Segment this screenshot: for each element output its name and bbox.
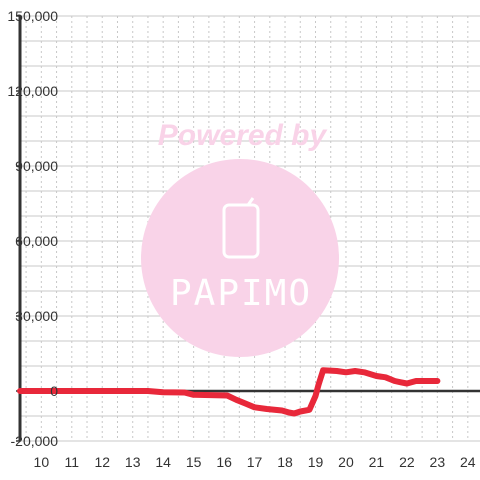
x-tick-label: 20 — [338, 454, 354, 470]
x-tick-label: 12 — [94, 454, 110, 470]
x-tick-label: 16 — [216, 454, 232, 470]
x-tick-label: 11 — [65, 454, 80, 470]
grid — [20, 15, 480, 442]
watermark-powered-text: Powered by — [158, 119, 328, 152]
x-tick-label: 23 — [430, 454, 446, 470]
x-tick-label: 13 — [125, 454, 141, 470]
y-tick-label: 90,000 — [15, 158, 58, 174]
series-layer — [17, 367, 441, 417]
y-tick-label: 30,000 — [15, 308, 58, 324]
watermark: Powered by PAPIMO — [141, 119, 339, 357]
y-tick-label: -20,000 — [11, 433, 59, 449]
x-tick-label: 17 — [247, 454, 263, 470]
x-tick-label: 15 — [186, 454, 202, 470]
y-tick-label: 60,000 — [15, 233, 58, 249]
x-tick-label: 22 — [399, 454, 415, 470]
y-tick-label: 0 — [50, 383, 58, 399]
x-tick-label: 21 — [369, 454, 385, 470]
x-tick-label: 10 — [34, 454, 50, 470]
watermark-phone-icon — [222, 203, 260, 259]
x-tick-label: 14 — [155, 454, 171, 470]
y-tick-label: 120,000 — [7, 83, 58, 99]
watermark-logo-text: PAPIMO — [170, 273, 312, 314]
series-line — [17, 367, 441, 417]
y-tick-label: 150,000 — [7, 8, 58, 24]
x-tick-label: 18 — [277, 454, 293, 470]
x-tick-label: 19 — [308, 454, 324, 470]
watermark-phone-antenna — [246, 197, 255, 206]
tick-labels: -20,000 0 30,000 60,000 90,000 120,000 150,000… — [7, 8, 475, 470]
x-tick-label: 24 — [460, 454, 476, 470]
